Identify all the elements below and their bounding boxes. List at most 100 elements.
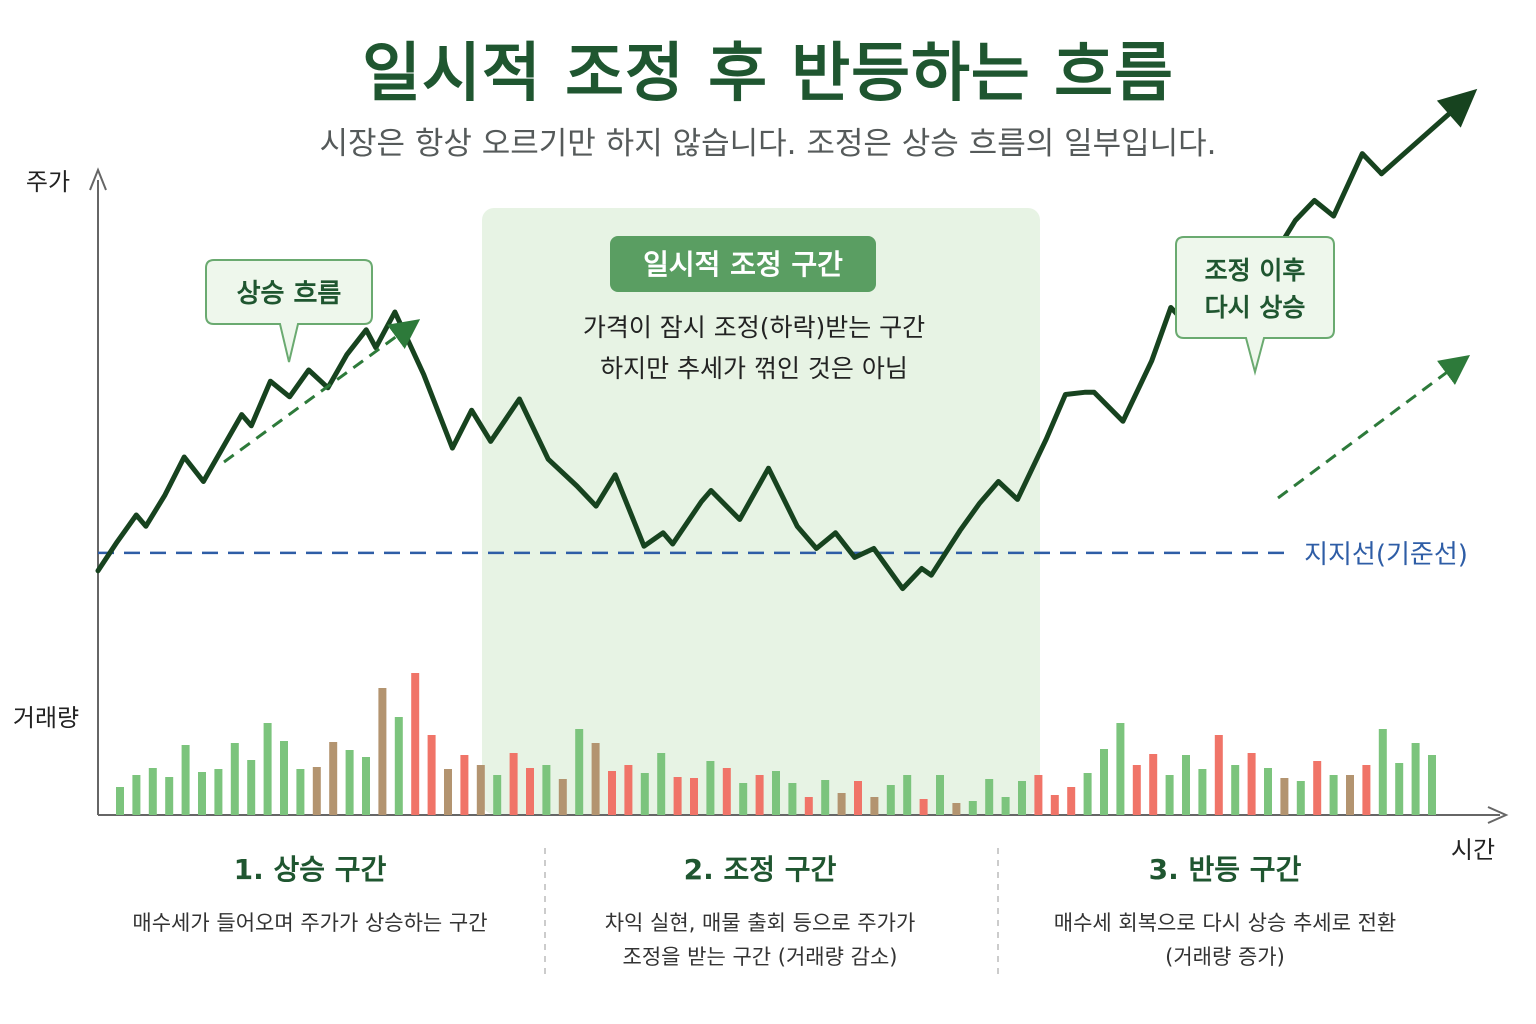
section-rebound-desc-line-1: 매수세 회복으로 다시 상승 추세로 전환	[1053, 911, 1397, 935]
volume-bar	[181, 745, 190, 815]
section-rebound-title: 3. 반등 구간	[1148, 853, 1302, 886]
volume-bar	[1411, 743, 1420, 815]
section-correction-desc-line-1: 차익 실현, 매물 출회 등으로 주가가	[604, 911, 916, 935]
volume-bar	[1329, 775, 1338, 815]
section-correction: 2. 조정 구간 차익 실현, 매물 출회 등으로 주가가 조정을 받는 구간 …	[555, 848, 965, 974]
volume-bar	[1264, 768, 1272, 815]
rebound-callout: 조정 이후 다시 상승	[1175, 236, 1335, 376]
volume-bar	[821, 780, 830, 815]
volume-bar	[542, 765, 551, 815]
section-uptrend: 1. 상승 구간 매수세가 들어오며 주가가 상승하는 구간	[95, 848, 525, 940]
volume-bar	[165, 777, 174, 815]
volume-bar	[1362, 765, 1371, 815]
volume-bar	[312, 767, 321, 815]
volume-bar	[608, 771, 616, 815]
volume-bar	[788, 783, 797, 815]
volume-bar	[411, 673, 420, 815]
price-end-arrow-shaft	[1378, 111, 1452, 177]
volume-bar	[148, 768, 157, 815]
section-uptrend-desc: 매수세가 들어오며 주가가 상승하는 구간	[95, 906, 525, 940]
volume-bar	[624, 765, 633, 815]
volume-bar	[444, 769, 452, 815]
volume-bar	[362, 757, 370, 815]
x-axis-label: 시간	[1451, 836, 1495, 864]
y-axis-label: 주가	[26, 168, 70, 196]
volume-bar	[722, 768, 731, 815]
rebound-callout-line-2: 다시 상승	[1205, 293, 1306, 322]
section-uptrend-desc-line: 매수세가 들어오며 주가가 상승하는 구간	[132, 911, 488, 935]
volume-bar	[755, 775, 764, 815]
volume-bar	[378, 688, 387, 815]
volume-bar	[460, 755, 469, 815]
volume-bar	[657, 753, 666, 815]
correction-desc-line-2: 하지만 추세가 꺾인 것은 아님	[600, 354, 908, 383]
volume-bar	[116, 787, 124, 815]
volume-bar	[1280, 778, 1289, 815]
volume-bar	[230, 743, 239, 815]
volume-bar	[1182, 755, 1190, 815]
section-rebound: 3. 반등 구간 매수세 회복으로 다시 상승 추세로 전환 (거래량 증가)	[1010, 848, 1440, 974]
volume-bar	[673, 777, 682, 815]
volume-bar	[1018, 781, 1026, 815]
volume-bar	[214, 769, 223, 815]
volume-bar	[1067, 787, 1076, 815]
section-rebound-desc: 매수세 회복으로 다시 상승 추세로 전환 (거래량 증가)	[1010, 906, 1440, 974]
price-line	[95, 151, 1384, 592]
volume-bar	[870, 797, 879, 815]
volume-bar	[1214, 735, 1223, 815]
uptrend-callout: 상승 흐름	[205, 259, 373, 363]
volume-bar	[296, 769, 305, 815]
volume-bar	[575, 729, 584, 815]
volume-bar	[854, 781, 862, 815]
volume-bar	[919, 799, 928, 815]
volume-bar	[1313, 761, 1322, 815]
volume-bar	[968, 801, 977, 815]
volume-bar	[1050, 795, 1059, 815]
volume-bars	[116, 673, 1436, 815]
volume-bar	[198, 772, 206, 815]
volume-bar	[558, 779, 567, 815]
correction-label-box	[610, 236, 876, 292]
volume-bar	[739, 783, 748, 815]
volume-bar	[591, 743, 600, 815]
volume-bar	[886, 785, 895, 815]
volume-bar	[1231, 765, 1240, 815]
chart-subtitle: 시장은 항상 오르기만 하지 않습니다. 조정은 상승 흐름의 일부입니다.	[319, 126, 1217, 162]
section-uptrend-title: 1. 상승 구간	[233, 853, 387, 886]
section-correction-desc: 차익 실현, 매물 출회 등으로 주가가 조정을 받는 구간 (거래량 감소)	[555, 906, 965, 974]
volume-bar	[804, 797, 813, 815]
volume-bar	[1428, 755, 1436, 815]
volume-bar	[247, 760, 256, 815]
volume-bar	[132, 775, 141, 815]
volume-bar	[706, 761, 715, 815]
volume-bar	[1083, 773, 1092, 815]
volume-bar	[329, 742, 338, 815]
rebound-callout-line-1: 조정 이후	[1205, 256, 1306, 285]
volume-bar	[1296, 781, 1305, 815]
price-end-arrow-icon	[1436, 88, 1478, 128]
volume-bar	[1001, 797, 1010, 815]
volume-bar	[476, 765, 485, 815]
volume-bar	[936, 775, 944, 815]
y-axis-arrow-icon	[89, 167, 107, 191]
volume-bar	[903, 775, 912, 815]
volume-bar	[640, 773, 649, 815]
volume-bar	[394, 717, 403, 815]
volume-bar	[1149, 754, 1158, 815]
volume-bar	[1116, 723, 1125, 815]
chart-title: 일시적 조정 후 반등하는 흐름	[362, 37, 1174, 111]
volume-bar	[1132, 765, 1141, 815]
volume-bar	[1198, 769, 1207, 815]
volume-bar	[493, 775, 502, 815]
x-axis-arrow-icon	[1487, 806, 1509, 824]
volume-bar	[509, 753, 518, 815]
support-line-label: 지지선(기준선)	[1304, 540, 1468, 570]
rebound-dashed-arrow	[1277, 355, 1471, 500]
volume-label: 거래량	[13, 704, 79, 732]
correction-desc-line-1: 가격이 잠시 조정(하락)받는 구간	[583, 313, 925, 342]
section-correction-title: 2. 조정 구간	[683, 853, 837, 886]
volume-bar	[280, 741, 288, 815]
volume-bar	[837, 793, 846, 815]
volume-bar	[263, 723, 272, 815]
